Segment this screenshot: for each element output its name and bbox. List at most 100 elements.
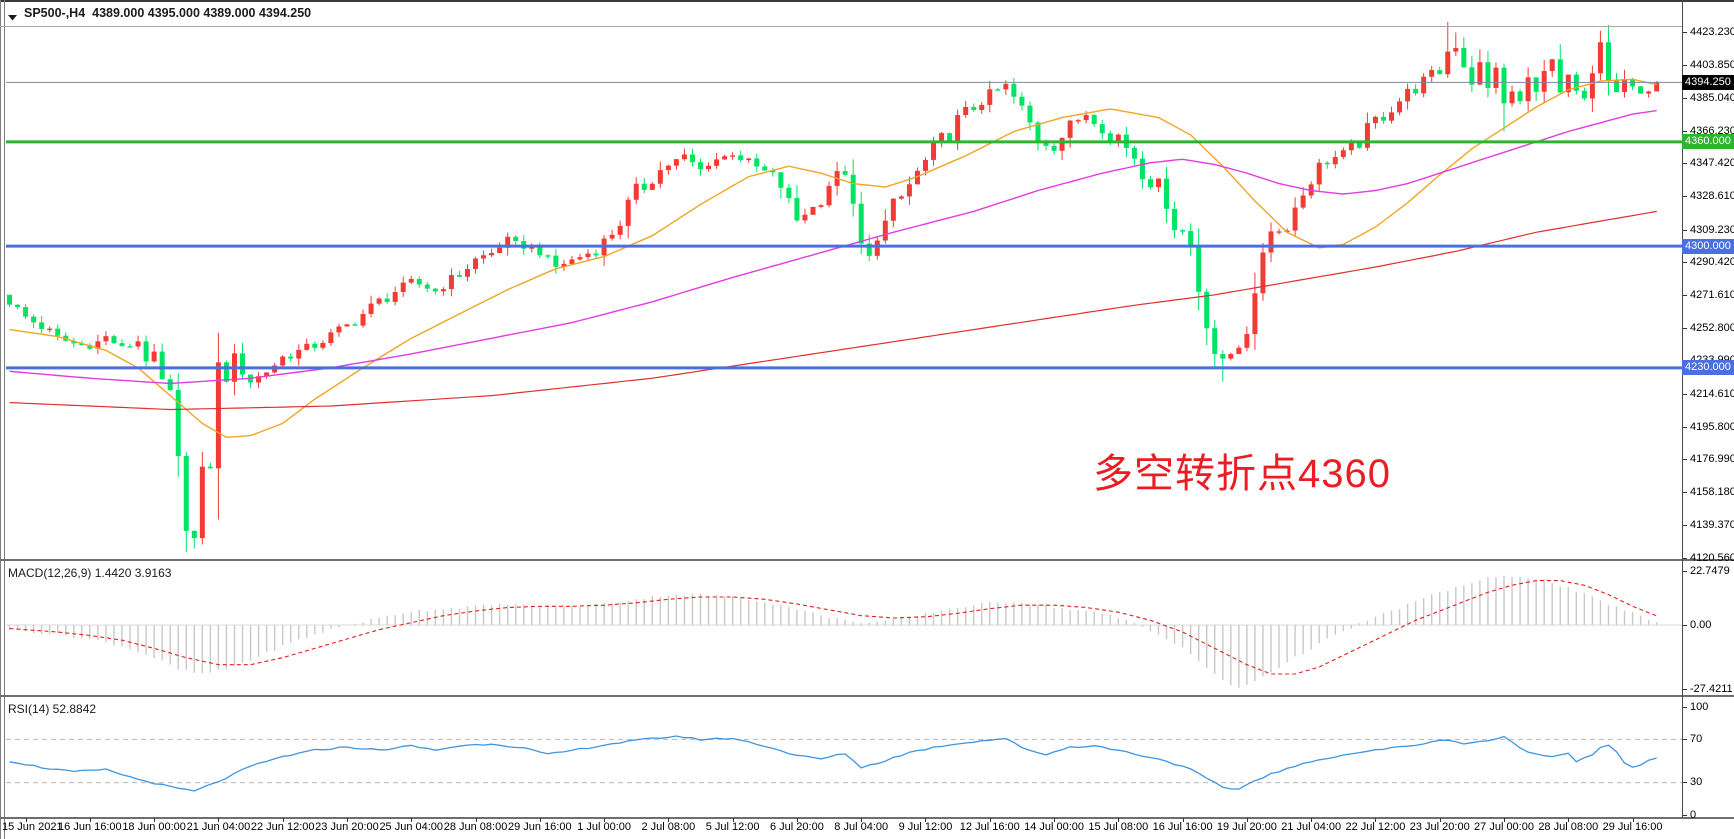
slow-ma-line[interactable] xyxy=(9,210,1657,411)
price-axis-label: 4120.560 xyxy=(1690,551,1734,564)
macd-signal-line xyxy=(9,580,1657,675)
time-axis-tick xyxy=(604,818,606,822)
panel-separator-rsi-timeaxis xyxy=(0,817,1734,819)
time-axis-label: 22 Jul 12:00 xyxy=(1345,821,1406,833)
time-axis-label: 16 Jun 16:00 xyxy=(58,821,122,833)
time-axis-tick xyxy=(25,818,27,822)
window-top-border xyxy=(0,0,1734,2)
price-axis-tick xyxy=(1683,229,1687,231)
macd-axis-label: 22.7479 xyxy=(1690,565,1730,578)
horizontal-lines-layer xyxy=(6,81,1682,370)
symbol-dropdown-icon[interactable] xyxy=(8,10,17,20)
time-axis-tick xyxy=(861,818,863,822)
time-axis-tick xyxy=(1632,818,1634,822)
price-axis-tick xyxy=(1683,327,1687,329)
macd-axis-tick xyxy=(1683,688,1687,690)
fast-ma-line[interactable] xyxy=(9,78,1657,439)
price-axis-label: 4139.370 xyxy=(1690,518,1734,531)
time-axis-label: 2 Jul 08:00 xyxy=(641,821,696,833)
price-axis-tick xyxy=(1683,130,1687,132)
time-axis-label: 23 Jun 20:00 xyxy=(315,821,379,833)
time-axis-label: 27 Jul 00:00 xyxy=(1474,821,1534,833)
time-axis-tick xyxy=(1375,818,1377,822)
time-axis-tick xyxy=(218,818,220,822)
time-axis-tick xyxy=(1439,818,1441,822)
price-badge-4300.000: 4300.000 xyxy=(1682,238,1734,254)
price-axis-label: 4252.800 xyxy=(1690,321,1734,334)
time-axis-tick xyxy=(411,818,413,822)
macd-axis-label: 0.00 xyxy=(1690,618,1712,631)
price-axis-tick xyxy=(1683,557,1687,559)
time-axis-tick xyxy=(989,818,991,822)
panel-separator-macd-rsi[interactable] xyxy=(0,695,1734,697)
price-axis-tick xyxy=(1683,262,1687,264)
price-axis-tick xyxy=(1683,426,1687,428)
macd-axis-tick xyxy=(1683,571,1687,573)
rsi-axis-label: 70 xyxy=(1690,732,1703,745)
time-axis-tick xyxy=(796,818,798,822)
time-axis-tick xyxy=(1054,818,1056,822)
panel-separator-main-macd[interactable] xyxy=(0,559,1734,561)
time-axis-tick xyxy=(1118,818,1120,822)
chart-canvas[interactable] xyxy=(0,0,1734,818)
time-axis-tick xyxy=(1311,818,1313,822)
price-axis-label: 4347.420 xyxy=(1690,157,1734,170)
price-axis-label: 4385.040 xyxy=(1690,91,1734,104)
time-axis-label: 5 Jul 12:00 xyxy=(705,821,760,833)
macd-histogram-layer xyxy=(8,575,1658,688)
time-axis-label: 15 Jun 2021 xyxy=(2,821,63,833)
rsi-axis-tick xyxy=(1683,738,1687,740)
time-axis-tick xyxy=(346,818,348,822)
time-axis-tick xyxy=(89,818,91,822)
rsi-axis-label: 30 xyxy=(1690,776,1703,789)
price-axis-label: 4271.610 xyxy=(1690,289,1734,301)
price-badge-4394.250: 4394.250 xyxy=(1682,74,1734,90)
price-axis-tick xyxy=(1683,163,1687,165)
time-axis-label: 22 Jun 12:00 xyxy=(250,821,315,833)
time-axis-label: 14 Jul 00:00 xyxy=(1024,821,1085,833)
window-left-border xyxy=(0,0,1,839)
price-axis-label: 4309.230 xyxy=(1690,223,1734,236)
price-axis-label: 4195.800 xyxy=(1690,420,1734,433)
price-axis-tick xyxy=(1683,394,1687,396)
window-left-border-inner xyxy=(4,0,5,839)
annotation-text[interactable]: 多空转折点4360 xyxy=(1093,452,1391,496)
time-axis-label: 1 Jul 00:00 xyxy=(577,821,631,833)
price-axis-tick xyxy=(1683,492,1687,494)
plot-top-divider xyxy=(0,26,1682,27)
price-axis-label: 4214.610 xyxy=(1690,388,1734,401)
rsi-axis-tick xyxy=(1683,706,1687,708)
time-axis-tick xyxy=(1568,818,1570,822)
rsi-axis-label: 100 xyxy=(1690,700,1709,713)
rsi-axis-tick xyxy=(1683,782,1687,784)
price-axis-label: 4328.610 xyxy=(1690,189,1734,202)
ohlc-values: 4389.000 4395.000 4389.000 4394.250 xyxy=(92,6,312,20)
candles-layer xyxy=(7,21,1660,553)
time-axis-tick xyxy=(154,818,156,822)
time-axis-label: 15 Jul 08:00 xyxy=(1088,821,1149,833)
time-axis-label: 28 Jun 08:00 xyxy=(443,821,508,833)
price-axis-label: 4290.420 xyxy=(1690,256,1734,269)
time-axis-label: 29 Jul 16:00 xyxy=(1602,821,1663,833)
time-axis-label: 29 Jun 16:00 xyxy=(507,821,572,833)
price-axis-label: 4423.230 xyxy=(1690,25,1734,38)
time-axis-label: 16 Jul 16:00 xyxy=(1152,821,1213,833)
price-axis-label: 4176.990 xyxy=(1690,453,1734,466)
time-axis-tick xyxy=(1504,818,1505,822)
time-axis-label: 9 Jul 12:00 xyxy=(898,821,953,833)
rsi-axis-tick xyxy=(1683,814,1687,816)
medium-ma-line[interactable] xyxy=(9,109,1657,385)
price-axis-tick xyxy=(1683,295,1687,296)
time-axis-tick xyxy=(925,818,927,822)
macd-axis-tick xyxy=(1683,624,1687,626)
symbol-timeframe: SP500-,H4 xyxy=(24,6,86,20)
time-axis-tick xyxy=(668,818,670,822)
price-axis-label: 4366.230 xyxy=(1690,124,1734,137)
time-axis-label: 21 Jul 04:00 xyxy=(1281,821,1342,833)
price-badge-4360.000: 4360.000 xyxy=(1682,134,1734,150)
price-badge-4230.000: 4230.000 xyxy=(1682,360,1734,376)
time-axis-label: 12 Jul 16:00 xyxy=(959,821,1020,833)
time-axis-label: 28 Jul 08:00 xyxy=(1538,821,1599,833)
price-axis-tick xyxy=(1683,65,1687,67)
